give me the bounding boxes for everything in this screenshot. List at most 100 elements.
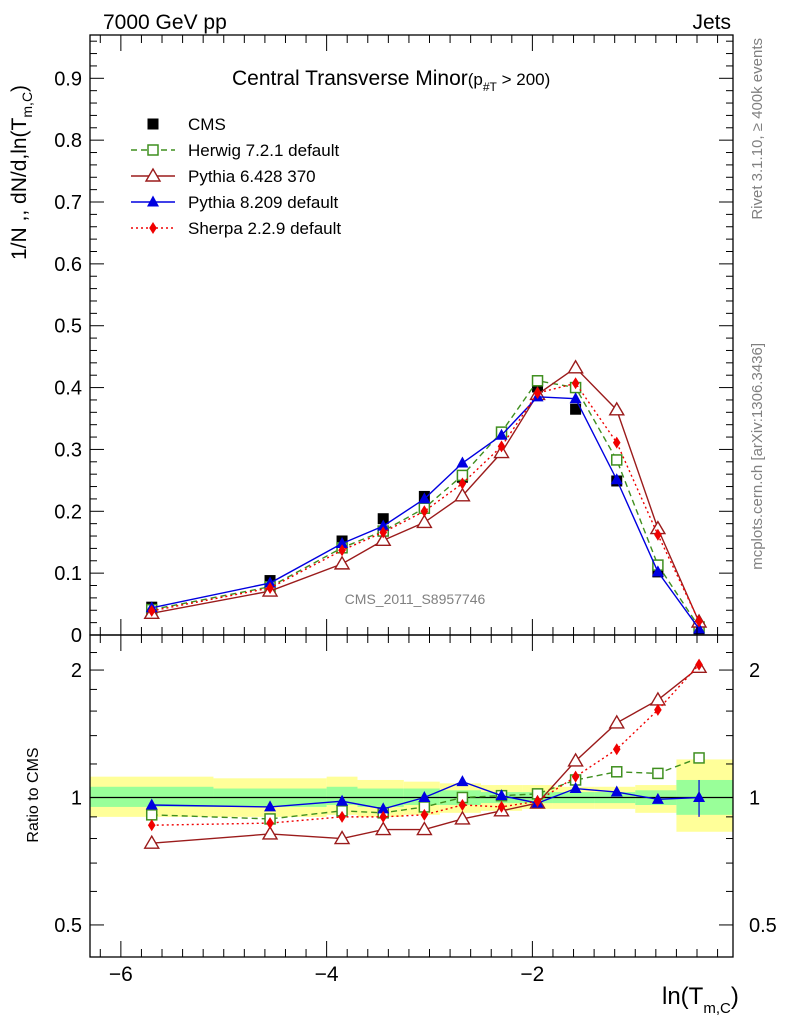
pythia8-ratio-point [569, 782, 582, 794]
sherpa-point [695, 615, 703, 628]
pythia8-ratio-point [693, 790, 706, 802]
pythia8-point [336, 536, 349, 548]
ratio-ytick-label-right: 2 [749, 660, 760, 682]
sherpa-point [654, 528, 662, 541]
axes: 0 0.1 0.2 0.3 0.4 0.5 0.6 0.7 0.8 0.9 0.5 0.5 1 1 2 2 −6… [54, 34, 777, 986]
sherpa-point [612, 436, 621, 449]
pythia6-ratio-point [374, 821, 392, 836]
ratio-frame [89, 634, 734, 958]
cms-point [377, 513, 389, 525]
pythia6-ratio-point [261, 825, 279, 840]
herwig-ratio-line [151, 757, 700, 820]
rivet-label: Rivet 3.1.10, ≥ 400k events [749, 38, 766, 220]
sherpa-point [420, 505, 429, 518]
pythia6-ratio-point [416, 821, 433, 836]
herwig-ratio-point [652, 767, 664, 780]
herwig-legend-label: Herwig 7.2.1 default [188, 141, 339, 160]
ytick-label: 0.1 [54, 563, 82, 585]
main-ylabel: 1/N ,, dN/d,ln(Tm,C) [8, 85, 35, 260]
xaxis-label: ln(Tm,C) [662, 983, 739, 1017]
sherpa-ratio-point [379, 810, 388, 823]
ratio-ylabel: Ratio to CMS [25, 747, 42, 842]
pythia6-point [454, 487, 471, 502]
series-layer [143, 359, 708, 849]
sherpa-ratio-point [266, 817, 274, 830]
sherpa-legend-label: Sherpa 2.2.9 default [188, 219, 341, 238]
pythia8-point [610, 473, 623, 485]
herwig-ratio-point [145, 809, 158, 821]
pythia6-ratio-point [608, 714, 625, 729]
pythia8-point [651, 565, 664, 577]
sherpa-ratio-point [497, 800, 506, 813]
sherpa-ratio-point [458, 799, 467, 812]
herwig-ratio-point [610, 766, 623, 778]
herwig-point [531, 375, 544, 387]
ratio-ytick-label: 0.5 [54, 915, 82, 937]
sherpa-ratio-point [571, 770, 580, 783]
pythia6-line [151, 366, 700, 623]
pythia8-ratio-point [336, 794, 349, 806]
ytick-label: 0.8 [54, 130, 82, 152]
pythia6-point [374, 531, 392, 547]
sherpa-point [458, 477, 467, 490]
pythia8-point [495, 428, 508, 440]
pythia8-line [151, 396, 700, 630]
pythia6-legend-label: Pythia 6.428 370 [188, 167, 316, 186]
mcplots-label: mcplots.cern.ch [arXiv:1306.3436] [749, 343, 766, 570]
ratio-ytick-label: 2 [71, 660, 82, 682]
sherpa-ratio-point [612, 743, 621, 756]
pythia8-point [569, 392, 582, 404]
analysis-watermark: CMS_2011_S8957746 [345, 591, 486, 607]
pythia8-ratio-point [145, 798, 158, 810]
ytick-label: 0.7 [54, 192, 82, 214]
sherpa-point [533, 387, 542, 400]
pythia6-point [416, 514, 433, 529]
main-frame [89, 34, 734, 636]
sherpa-ratio-point [533, 795, 542, 808]
pythia8-ratio-point [264, 800, 277, 812]
pythia8-ratio-point [418, 790, 431, 802]
pythia8-point [418, 492, 431, 504]
sherpa-point [379, 526, 388, 539]
cms-point [570, 403, 582, 415]
pythia6-point [608, 401, 625, 416]
header-left: 7000 GeV pp [103, 11, 227, 34]
pythia6-legend-marker [144, 167, 162, 182]
pythia6-ratio-point [649, 691, 667, 706]
pythia8-legend-label: Pythia 8.209 default [188, 193, 339, 212]
plot-title: Central Transverse Minor(p#T > 200) [232, 67, 550, 94]
sherpa-ratio-point [695, 658, 703, 671]
pythia8-ratio-point [377, 802, 390, 814]
sherpa-point [571, 377, 580, 390]
pythia8-ratio-point [456, 775, 469, 787]
xtick-label: −6 [109, 963, 133, 986]
herwig-line [151, 380, 700, 628]
ytick-label: 0.3 [54, 439, 82, 461]
ratio-ytick-label: 1 [71, 787, 82, 809]
pythia6-ratio-point [143, 834, 160, 849]
ytick-label: 0.4 [54, 378, 82, 400]
sherpa-line [151, 382, 700, 622]
pythia8-ratio-point [651, 792, 664, 804]
herwig-legend-marker [147, 144, 159, 156]
pythia8-point [377, 519, 390, 531]
pythia8-point [693, 622, 706, 634]
herwig-point [610, 454, 623, 466]
cms-legend-marker [147, 118, 159, 130]
ytick-label: 0.2 [54, 501, 82, 523]
pythia8-legend-marker [147, 195, 159, 207]
sherpa-ratio-line [151, 664, 700, 826]
ratio-ytick-label-right: 0.5 [749, 915, 777, 937]
sherpa-point [338, 544, 346, 557]
ytick-label: 0 [71, 625, 82, 647]
sherpa-ratio-point [338, 810, 346, 823]
ytick-label: 0.6 [54, 254, 82, 276]
sherpa-ratio-point [147, 819, 156, 832]
xtick-label: −4 [315, 963, 339, 986]
sherpa-point [266, 581, 274, 594]
pythia6-ratio-line [151, 666, 700, 844]
pythia6-ratio-point [333, 830, 351, 845]
pythia6-ratio-point [567, 752, 584, 767]
pythia8-ratio-line [151, 780, 700, 810]
